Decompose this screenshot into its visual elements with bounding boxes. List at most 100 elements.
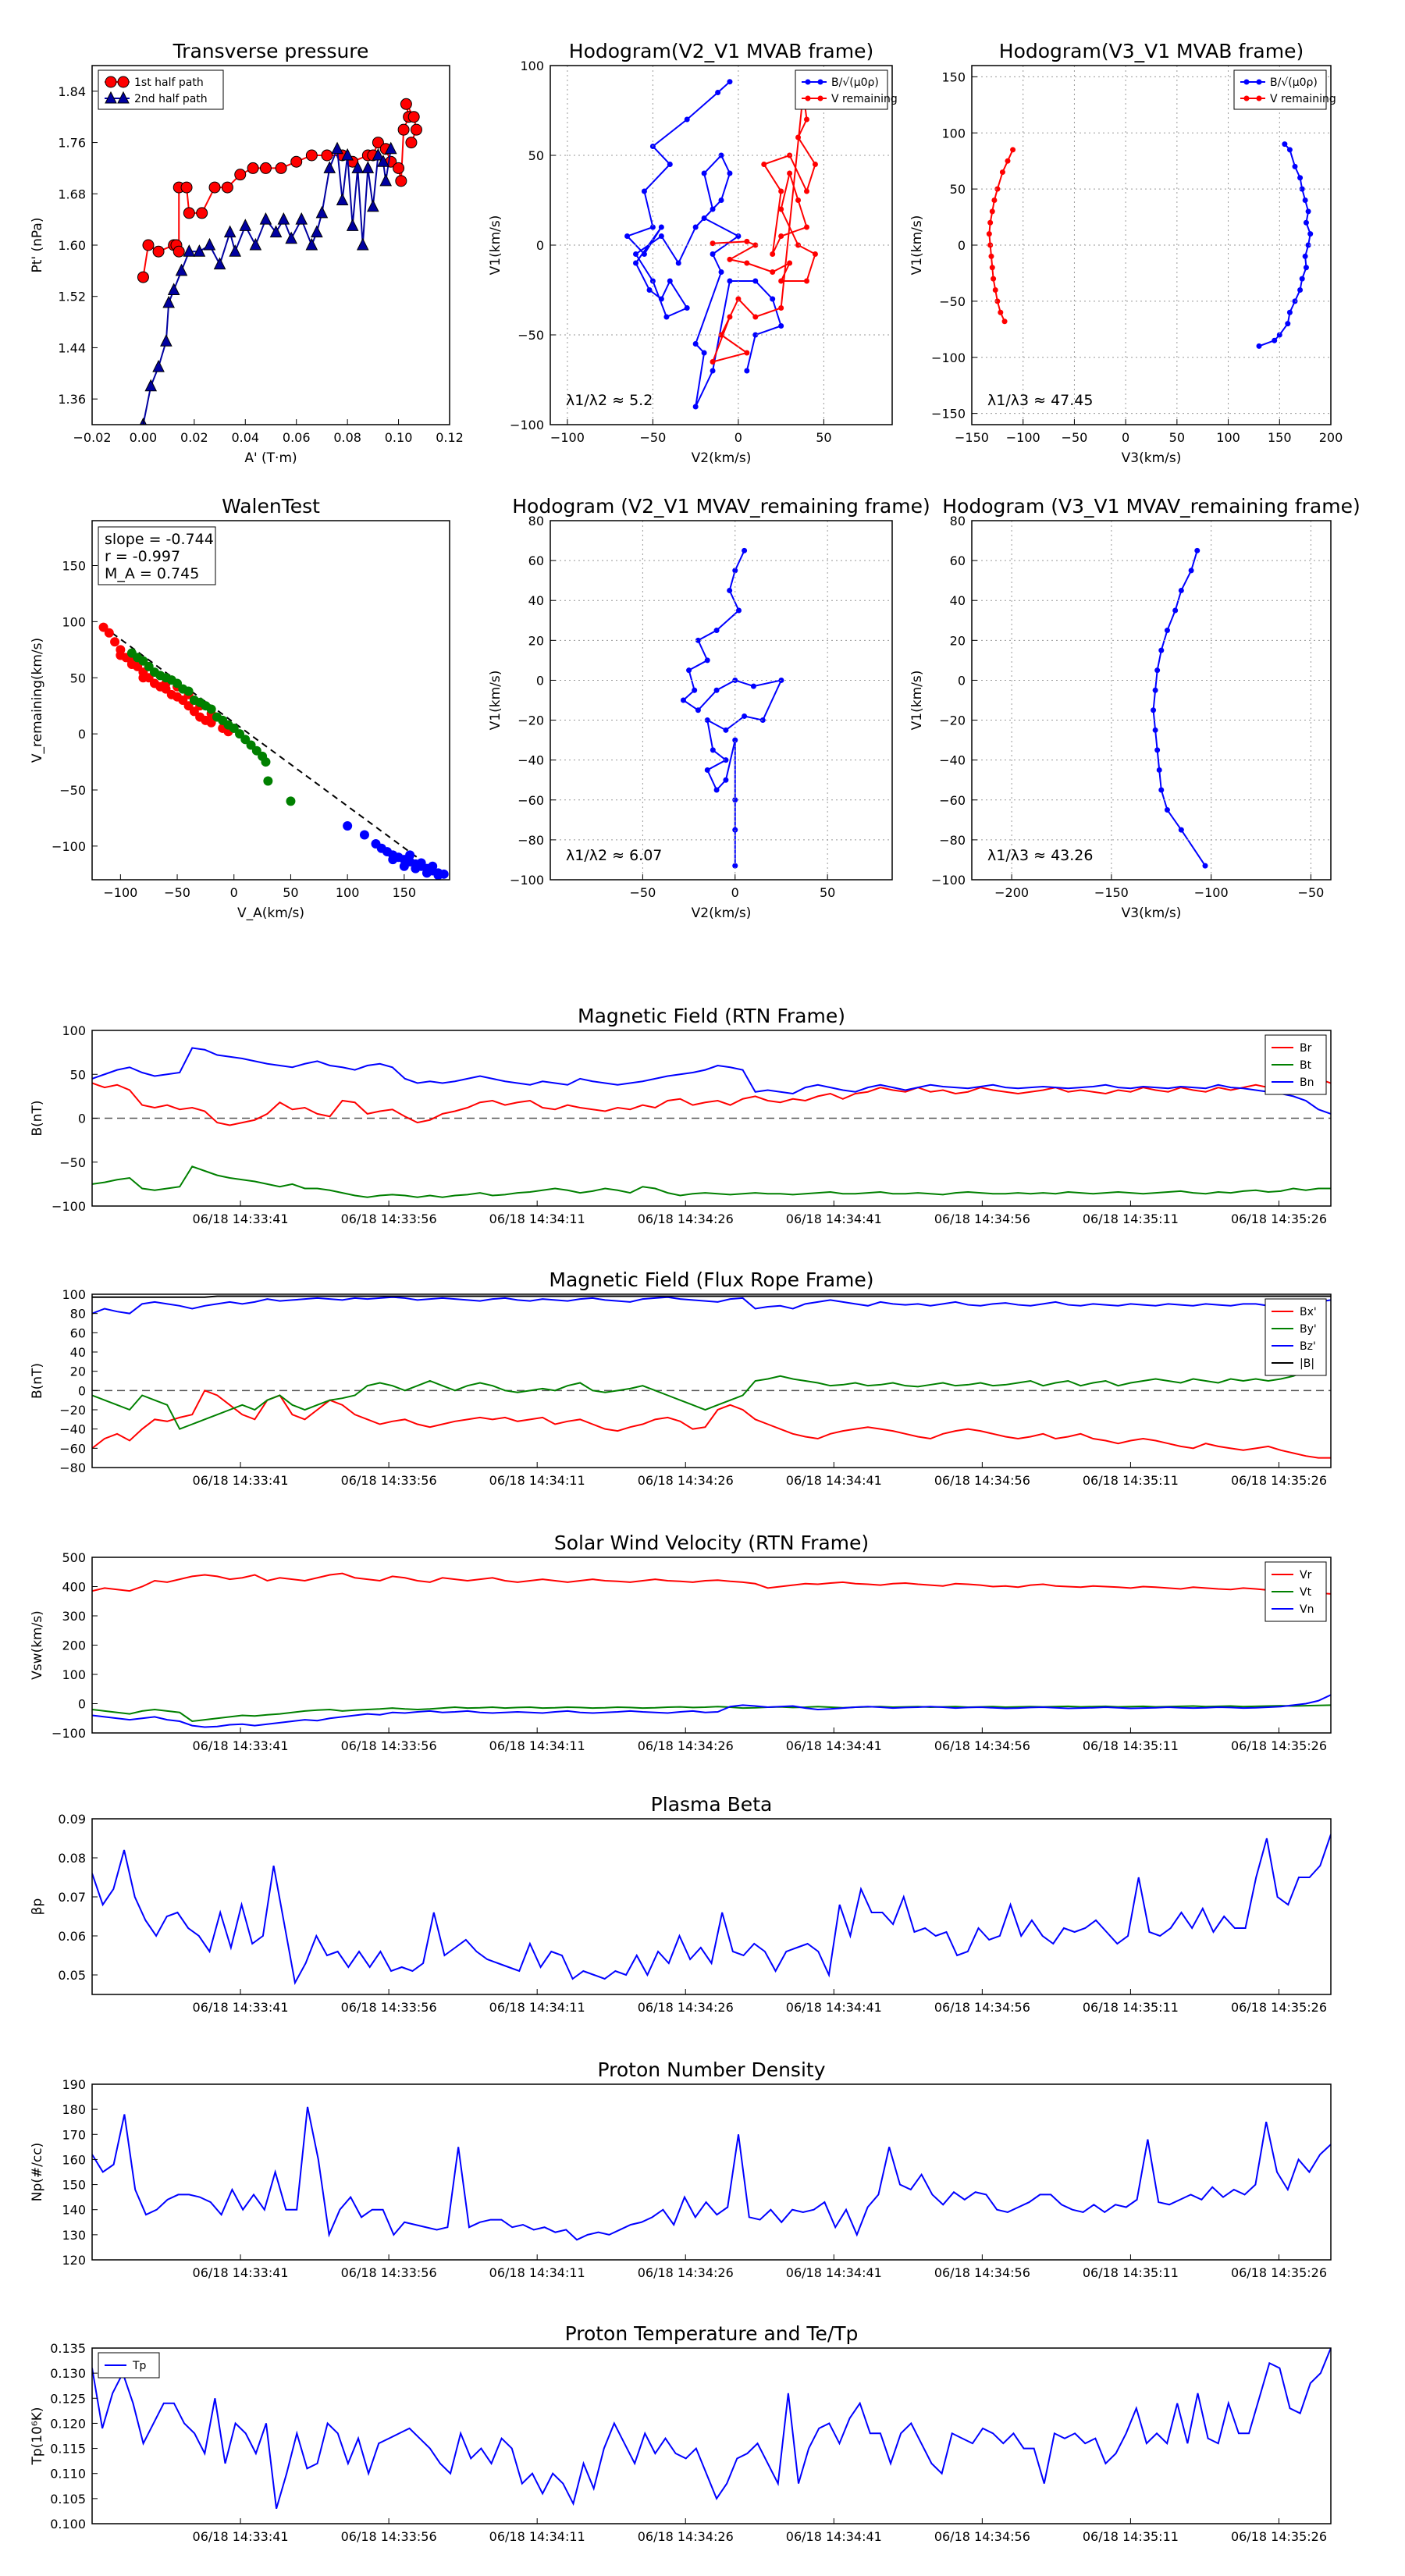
ytick-label: 1.60: [58, 238, 86, 253]
data-point: [732, 737, 738, 743]
data-point: [221, 181, 233, 194]
ytick-label: −100: [52, 1726, 86, 1741]
data-point: [727, 170, 733, 176]
ytick-label: −100: [931, 350, 966, 365]
stat-text: slope = -0.744: [105, 531, 214, 548]
legend-label: V remaining: [1270, 93, 1336, 105]
data-point: [658, 224, 664, 230]
panel-bRTN: −100 −50 0 50 100 06/18 14:33:41 06/18 14:33:5…: [30, 1005, 1332, 1226]
data-point: [247, 162, 259, 174]
ytick-label: 130: [62, 2228, 86, 2243]
data-point: [713, 628, 720, 634]
data-point: [718, 332, 724, 338]
series-bz-: [92, 1296, 1331, 1315]
legend: B/√(μ0ρ) V remaining: [1233, 69, 1336, 110]
plot-area-beta: [92, 1834, 1331, 1985]
data-point: [795, 242, 802, 248]
y-axis-label: V1(km/s): [909, 671, 925, 731]
ytick-label: −40: [939, 753, 966, 768]
plot-area-np: [92, 2106, 1331, 2241]
xtick-label: 06/18 14:33:41: [193, 2265, 289, 2280]
data-point: [710, 251, 716, 257]
data-point: [433, 870, 443, 880]
chart-title: Hodogram (V2_V1 MVAV_remaining frame): [512, 495, 930, 518]
xtick-label: −100: [1006, 430, 1040, 445]
data-point: [183, 686, 194, 696]
xtick-label: 06/18 14:34:11: [489, 1473, 585, 1488]
ytick-label: 60: [528, 553, 544, 568]
xtick-label: 06/18 14:35:26: [1231, 2529, 1327, 2544]
xtick-label: 200: [1319, 430, 1343, 445]
ytick-label: 400: [62, 1580, 86, 1595]
chart-title: Solar Wind Velocity (RTN Frame): [554, 1532, 869, 1554]
data-point: [1152, 687, 1158, 693]
data-point: [992, 287, 998, 293]
legend-label: By': [1300, 1323, 1317, 1336]
ytick-label: 0.100: [50, 2517, 86, 2532]
legend: 1st half path 2nd half path: [98, 69, 224, 110]
data-point: [346, 219, 359, 231]
ytick-label: 100: [62, 614, 86, 629]
data-point: [305, 149, 318, 162]
y-axis-label: V_remaining(km/s): [30, 638, 45, 763]
ytick-label: 0: [78, 1112, 86, 1126]
data-point: [116, 650, 126, 660]
xtick-label: 06/18 14:35:26: [1231, 2000, 1327, 2015]
data-point: [994, 298, 1001, 304]
data-point: [395, 175, 407, 187]
data-point: [249, 237, 262, 251]
series-line: [988, 149, 1014, 322]
data-point: [735, 296, 742, 302]
data-point: [275, 162, 287, 174]
data-point: [105, 91, 117, 104]
data-point: [778, 233, 784, 239]
data-point: [400, 98, 412, 110]
data-point: [989, 208, 995, 215]
xtick-label: 06/18 14:34:11: [489, 2265, 585, 2280]
data-point: [428, 861, 438, 871]
data-point: [259, 212, 272, 225]
data-point: [315, 205, 329, 219]
xtick-label: 06/18 14:33:41: [193, 2529, 289, 2544]
ytick-label: 50: [70, 1067, 86, 1082]
data-point: [667, 162, 673, 167]
xtick-label: 0: [731, 885, 739, 900]
data-point: [321, 149, 333, 162]
legend: Br Bt Bn: [1264, 1034, 1327, 1095]
y-axis-label: βp: [30, 1898, 45, 1916]
data-point: [117, 91, 130, 104]
data-point: [1303, 219, 1309, 226]
data-point: [1302, 197, 1308, 203]
data-point: [744, 350, 750, 356]
data-point: [234, 169, 247, 181]
xtick-label: 06/18 14:35:26: [1231, 2265, 1327, 2280]
chart-title: Proton Temperature and Te/Tp: [565, 2322, 859, 2345]
data-point: [1299, 186, 1305, 192]
data-point: [713, 687, 720, 693]
xtick-label: 06/18 14:34:56: [934, 2265, 1030, 2280]
data-point: [377, 155, 389, 167]
legend-box: [795, 69, 888, 110]
data-point: [359, 830, 369, 840]
axes-frame: [91, 520, 450, 881]
data-point: [998, 309, 1004, 315]
series-np: [92, 2106, 1331, 2241]
xtick-label: −200: [994, 885, 1029, 900]
data-point: [695, 707, 701, 713]
chart-title: Hodogram (V3_V1 MVAV_remaining frame): [942, 495, 1361, 518]
ytick-label: −100: [52, 1199, 86, 1214]
stat-text: M_A = 0.745: [105, 565, 199, 582]
ytick-label: 160: [62, 2152, 86, 2167]
xtick-label: 06/18 14:34:11: [489, 2000, 585, 2015]
panel-h2: −150 −100 −50 0 50 100 150 −150 −100 −50 0 50 100 150…: [909, 40, 1343, 466]
data-point: [752, 332, 759, 338]
data-point: [732, 863, 738, 869]
ytick-label: 0: [958, 238, 966, 253]
xtick-label: 06/18 14:35:26: [1231, 1212, 1327, 1226]
ytick-label: −50: [518, 328, 544, 343]
xtick-label: −0.02: [73, 430, 111, 445]
xtick-label: 06/18 14:35:26: [1231, 1473, 1327, 1488]
data-point: [351, 161, 365, 173]
xtick-label: −50: [640, 430, 667, 445]
xtick-label: 0.04: [231, 430, 259, 445]
